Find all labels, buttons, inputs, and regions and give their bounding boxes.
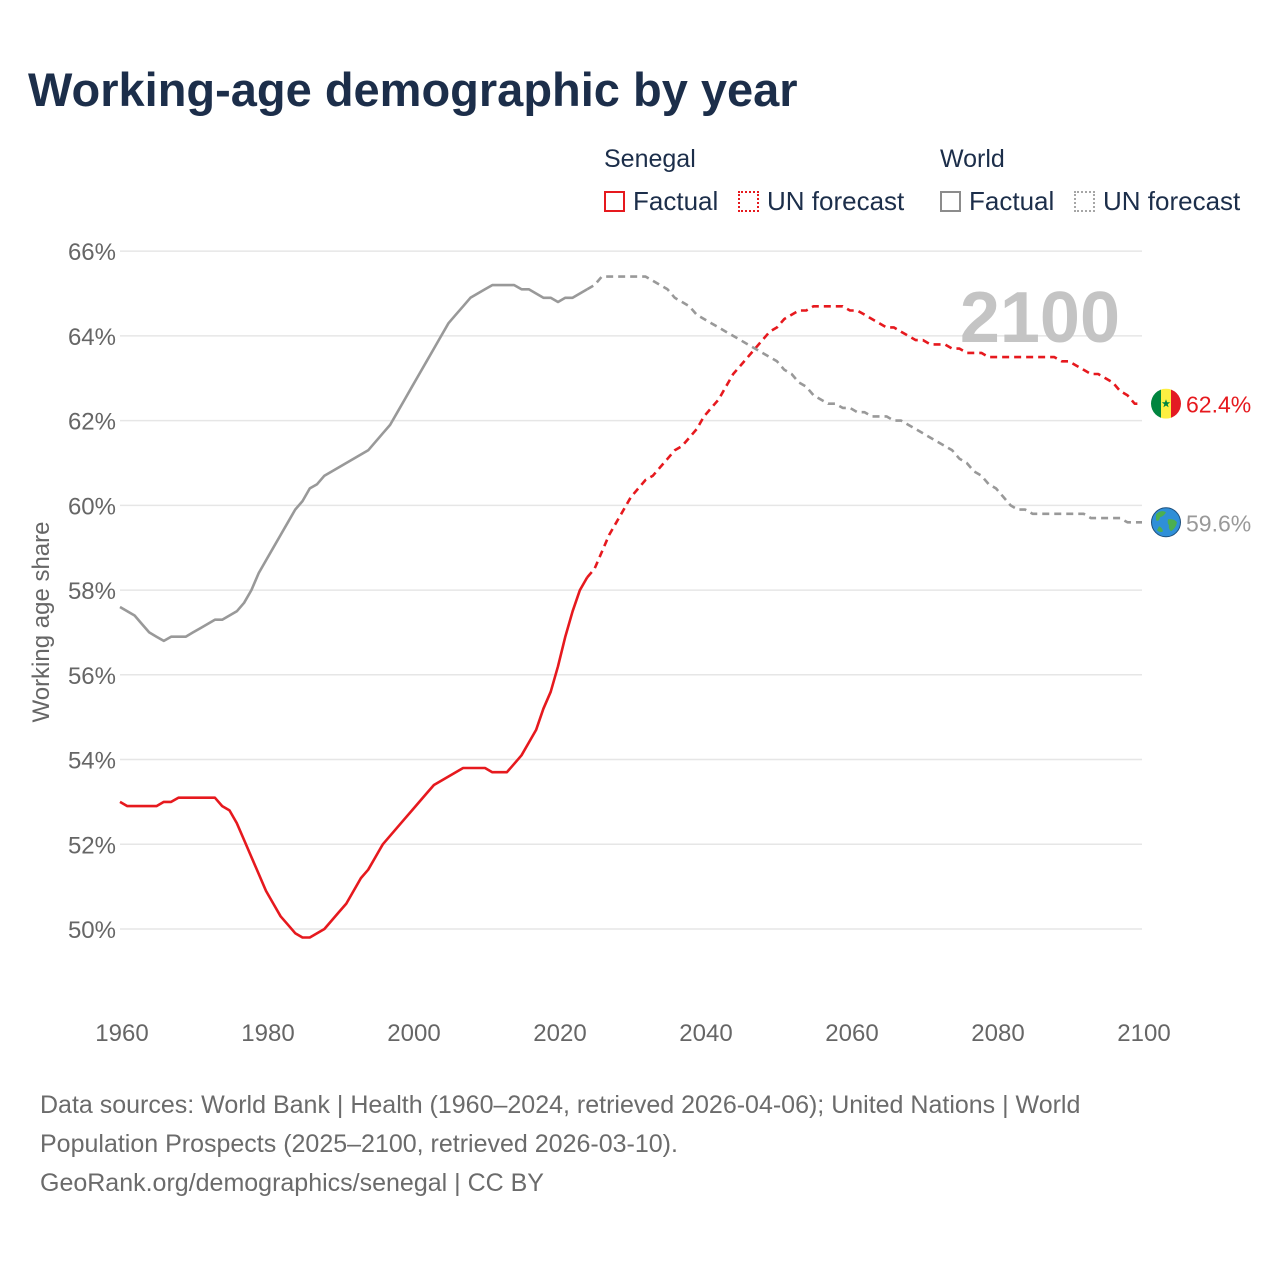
x-tick-labels: 1960 1980 2000 2020 2040 2060 2080 2100 — [95, 1020, 1170, 1047]
legend-group-senegal: Senegal — [604, 145, 696, 173]
chart-title: Working-age demographic by year — [28, 63, 798, 116]
legend-label-senegal-forecast: UN forecast — [767, 186, 905, 216]
legend-senegal-factual[interactable]: Factual — [604, 186, 718, 217]
y-tick-label: 64% — [68, 324, 116, 351]
y-tick-label: 50% — [68, 917, 116, 944]
y-tick-label: 54% — [68, 748, 116, 775]
legend-label-world-forecast: UN forecast — [1103, 186, 1241, 216]
globe-land — [1167, 519, 1177, 532]
legend-swatch-world-factual — [940, 191, 961, 212]
world-end-label: 59.6% — [1186, 510, 1251, 536]
x-tick-label: 2040 — [679, 1020, 732, 1047]
legend-swatch-senegal-forecast — [738, 191, 759, 212]
x-tick-label: 2020 — [533, 1020, 586, 1047]
senegal-flag-icon — [1151, 388, 1181, 419]
x-tick-label: 1980 — [241, 1020, 294, 1047]
footer-line-1: Data sources: World Bank | Health (1960–… — [40, 1091, 1081, 1119]
legend-group-world: World — [940, 145, 1005, 173]
legend-senegal-forecast[interactable]: UN forecast — [738, 186, 904, 217]
series-end-markers: 62.4% 59.6% — [1151, 388, 1251, 538]
y-tick-label: 62% — [68, 409, 116, 436]
legend-world-forecast[interactable]: UN forecast — [1074, 186, 1240, 217]
y-tick-label: 60% — [68, 493, 116, 520]
x-tick-label: 2060 — [825, 1020, 878, 1047]
flag-red-stripe — [1171, 388, 1181, 419]
world-factual-line — [119, 283, 588, 643]
y-tick-label: 66% — [68, 239, 116, 266]
legend-label-senegal-factual: Factual — [633, 186, 719, 216]
globe-icon — [1151, 507, 1181, 538]
world-forecast-line — [586, 275, 1142, 524]
y-tick-labels: 50% 52% 54% 56% 58% 60% 62% 64% 66% — [68, 239, 116, 944]
legend-swatch-world-forecast — [1074, 191, 1095, 212]
legend-label-world-factual: Factual — [969, 186, 1055, 216]
series-lines — [119, 275, 1142, 939]
globe-land — [1156, 511, 1166, 521]
flag-green-stripe — [1151, 388, 1161, 419]
year-watermark: 2100 — [960, 278, 1120, 358]
senegal-forecast-line — [586, 305, 1142, 579]
legend-world-factual[interactable]: Factual — [940, 186, 1054, 217]
x-tick-label: 2080 — [971, 1020, 1024, 1047]
flag-star — [1161, 399, 1171, 408]
y-tick-label: 56% — [68, 663, 116, 690]
line-chart: 50% 52% 54% 56% 58% 60% 62% 64% 66% 1960 1980 2000… — [68, 239, 1251, 1047]
legend-swatch-senegal-factual — [604, 191, 625, 212]
y-tick-label: 52% — [68, 832, 116, 859]
x-tick-label: 2100 — [1117, 1020, 1170, 1047]
footer-line-2: Population Prospects (2025–2100, retriev… — [40, 1130, 678, 1158]
x-tick-label: 1960 — [95, 1020, 148, 1047]
senegal-end-label: 62.4% — [1186, 392, 1251, 418]
grid-lines — [120, 250, 1142, 930]
footer-sources: Data sources: World Bank | Health (1960–… — [40, 1086, 1240, 1203]
globe-land — [1157, 526, 1163, 533]
footer-line-3: GeoRank.org/demographics/senegal | CC BY — [40, 1169, 544, 1197]
y-tick-label: 58% — [68, 578, 116, 605]
senegal-factual-line — [119, 576, 589, 939]
x-tick-label: 2000 — [387, 1020, 440, 1047]
